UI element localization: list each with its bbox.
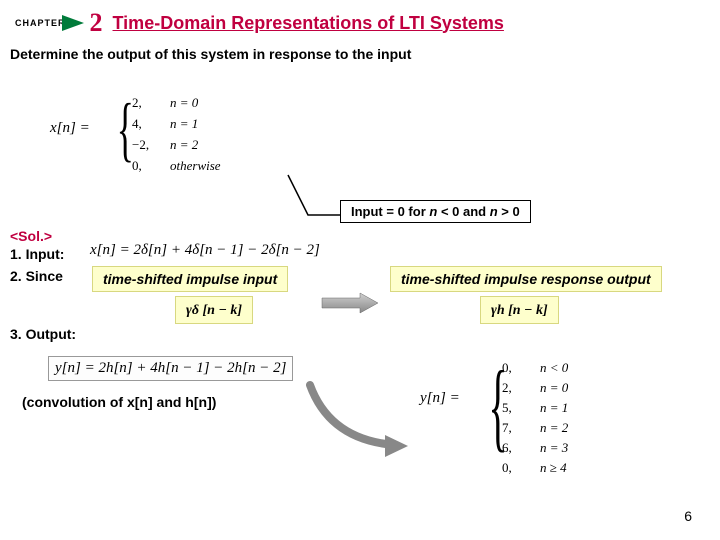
y-cond-5: n ≥ 4: [540, 460, 567, 475]
y-val-1: 2,: [502, 378, 540, 398]
arrow-right-icon: [320, 292, 380, 314]
slide-title: Time-Domain Representations of LTI Syste…: [113, 13, 504, 34]
triangle-icon: [62, 15, 84, 31]
y-val-5: 0,: [502, 458, 540, 478]
input-formula: x[n] = 2δ[n] + 4δ[n − 1] − 2δ[n − 2]: [90, 242, 320, 259]
gd-text: γδ [n − k]: [186, 303, 242, 318]
highlight-gamma-h: γh [n − k]: [480, 296, 559, 324]
y-val-3: 7,: [502, 418, 540, 438]
chapter-label: CHAPTER: [15, 18, 66, 28]
x-cond-3: otherwise: [170, 158, 221, 173]
output-formula: y[n] = 2h[n] + 4h[n − 1] − 2h[n − 2]: [48, 356, 293, 381]
y-val-0: 0,: [502, 358, 540, 378]
callout-n2: n: [490, 204, 498, 219]
highlight-gamma-delta: γδ [n − k]: [175, 296, 253, 324]
y-cond-1: n = 0: [540, 380, 568, 395]
curve-arrow-icon: [300, 380, 420, 460]
x-cond-2: n = 2: [170, 137, 198, 152]
convolution-note: (convolution of x[n] and h[n]): [22, 394, 216, 410]
x-piecewise: 2,n = 0 4,n = 1 −2,n = 2 0,otherwise: [132, 92, 221, 176]
page-number: 6: [684, 508, 692, 524]
y-cond-2: n = 1: [540, 400, 568, 415]
chapter-number: 2: [90, 8, 103, 38]
slide-header: CHAPTER 2 Time-Domain Representations of…: [0, 0, 720, 38]
x-val-0: 2,: [132, 92, 170, 113]
y-lhs: y[n] =: [420, 390, 460, 407]
y-cond-4: n = 3: [540, 440, 568, 455]
instruction-text: Determine the output of this system in r…: [10, 46, 720, 62]
highlight-input: time-shifted impulse input: [92, 266, 288, 292]
x-cond-0: n = 0: [170, 95, 198, 110]
x-val-3: 0,: [132, 155, 170, 176]
solution-line-1: 1. Input:: [10, 246, 64, 262]
y-val-2: 5,: [502, 398, 540, 418]
x-val-1: 4,: [132, 113, 170, 134]
y-cond-0: n < 0: [540, 360, 568, 375]
highlight-output: time-shifted impulse response output: [390, 266, 662, 292]
x-cond-1: n = 1: [170, 116, 198, 131]
x-val-2: −2,: [132, 134, 170, 155]
x-lhs: x[n] =: [50, 120, 90, 137]
callout-mid: < 0 and: [437, 204, 489, 219]
gh-text: γh [n − k]: [491, 303, 548, 318]
y-val-4: 6,: [502, 438, 540, 458]
solution-line-2: 2. Since: [10, 268, 63, 284]
y-cond-3: n = 2: [540, 420, 568, 435]
callout-input-zero: Input = 0 for n < 0 and n > 0: [340, 200, 531, 223]
solution-line-3: 3. Output:: [10, 326, 76, 342]
callout-pre: Input = 0 for: [351, 204, 429, 219]
y-piecewise: 0,n < 0 2,n = 0 5,n = 1 7,n = 2 6,n = 3 …: [502, 358, 568, 478]
callout-post: > 0: [498, 204, 520, 219]
solution-label: <Sol.>: [10, 228, 52, 244]
